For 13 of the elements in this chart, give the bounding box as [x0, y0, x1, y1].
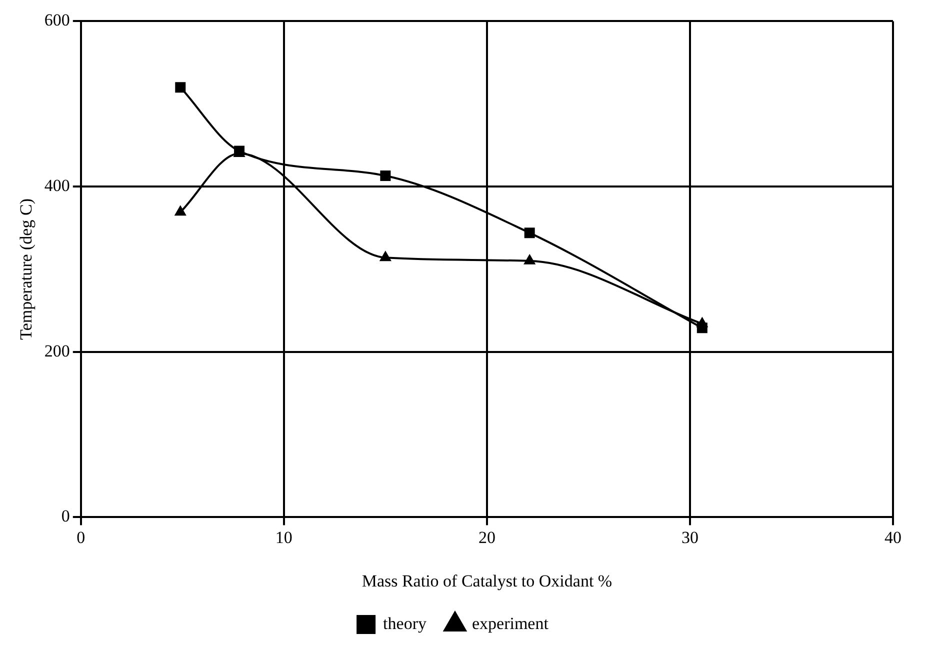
legend-label: theory [383, 614, 427, 633]
y-tick-label: 0 [61, 506, 70, 526]
y-tick-label: 600 [44, 10, 70, 30]
x-axis-title: Mass Ratio of Catalyst to Oxidant % [362, 571, 612, 590]
x-tick-label: 20 [478, 528, 496, 547]
x-tick-label: 30 [681, 528, 698, 547]
y-tick-label: 200 [44, 341, 70, 360]
legend-label: experiment [472, 614, 549, 633]
x-tick-label: 10 [275, 528, 292, 547]
y-axis-title: Temperature (deg C) [16, 198, 36, 340]
x-tick-label: 40 [884, 528, 902, 547]
x-tick-label: 0 [76, 528, 86, 547]
y-tick-label: 400 [44, 176, 70, 195]
